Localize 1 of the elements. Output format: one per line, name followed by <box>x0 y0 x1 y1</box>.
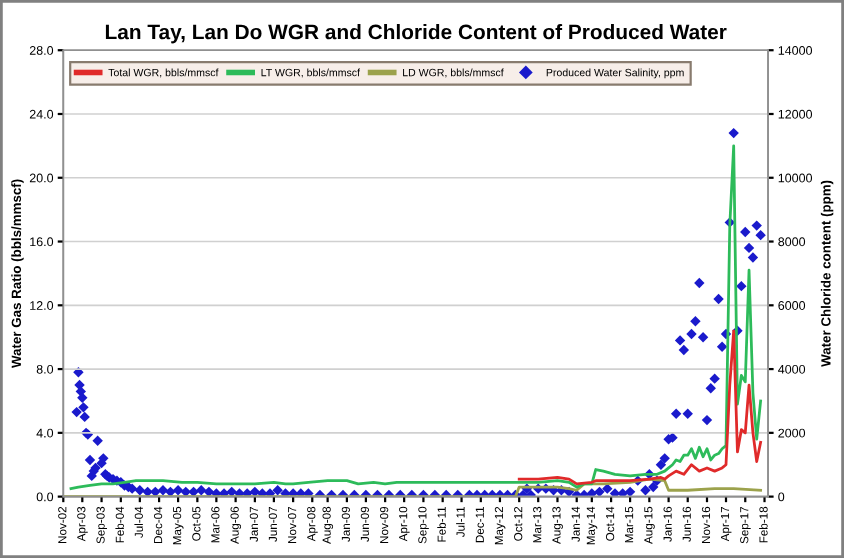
chart-title: Lan Tay, Lan Do WGR and Chloride Content of Produced Water <box>105 24 727 44</box>
